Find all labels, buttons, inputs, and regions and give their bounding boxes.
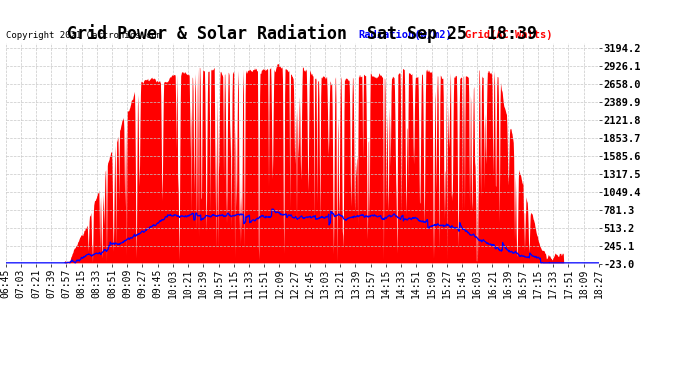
Text: Radiation(w/m2): Radiation(w/m2) [359, 30, 453, 40]
Text: Grid(AC Watts): Grid(AC Watts) [465, 30, 553, 40]
Text: Copyright 2021 Cartronics.com: Copyright 2021 Cartronics.com [6, 31, 162, 40]
Title: Grid Power & Solar Radiation  Sat Sep 25  18:39: Grid Power & Solar Radiation Sat Sep 25 … [67, 24, 538, 43]
